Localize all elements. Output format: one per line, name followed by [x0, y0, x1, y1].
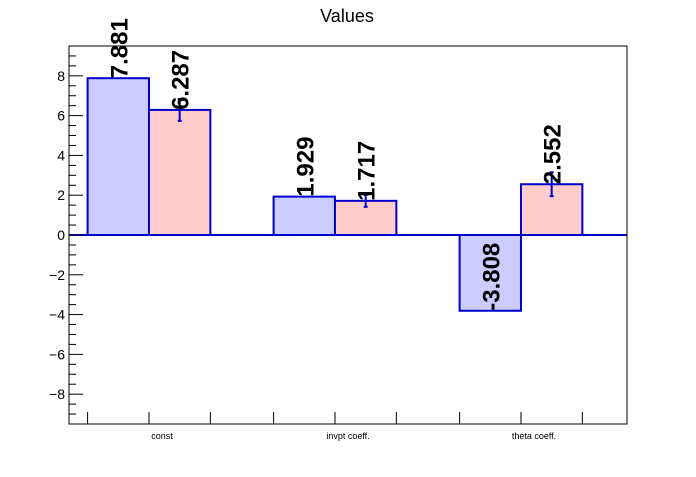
y-tick-label: 8 [57, 68, 65, 84]
x-category-label: invpt coeff. [326, 431, 369, 441]
y-tick-label: −8 [49, 386, 65, 402]
y-tick-label: −2 [49, 267, 65, 283]
y-tick-label: −4 [49, 307, 65, 323]
y-tick-label: 6 [57, 108, 65, 124]
bar-1-1 [272, 195, 336, 236]
data-label-1-0: 7.881 [106, 18, 133, 78]
y-tick-label: −6 [49, 346, 65, 362]
bar-1-2 [458, 234, 522, 312]
y-tick-label: 2 [57, 187, 65, 203]
x-axis: const invpt coeff. theta coeff. [87, 412, 583, 441]
y-axis: −8 −6 −4 −2 0 2 4 6 8 [49, 45, 83, 425]
data-label-2-1: 1.717 [354, 141, 381, 201]
y-tick-label: 4 [57, 147, 65, 163]
bars-group [86, 77, 584, 312]
data-labels-group: 7.881 1.929 -3.808 6.287 1.717 2.552 [106, 18, 566, 311]
data-label-2-2: 2.552 [540, 124, 567, 184]
error-bars-group [177, 97, 554, 208]
y-tick-label: 0 [57, 227, 65, 243]
x-category-label: theta coeff. [512, 431, 556, 441]
bar-2-0 [147, 108, 212, 236]
data-label-2-0: 6.287 [168, 50, 195, 110]
bar-1-0 [86, 77, 150, 236]
chart-title: Values [320, 6, 374, 26]
x-category-label: const [151, 431, 173, 441]
data-label-1-2: -3.808 [478, 243, 505, 311]
data-label-1-1: 1.929 [292, 137, 319, 197]
